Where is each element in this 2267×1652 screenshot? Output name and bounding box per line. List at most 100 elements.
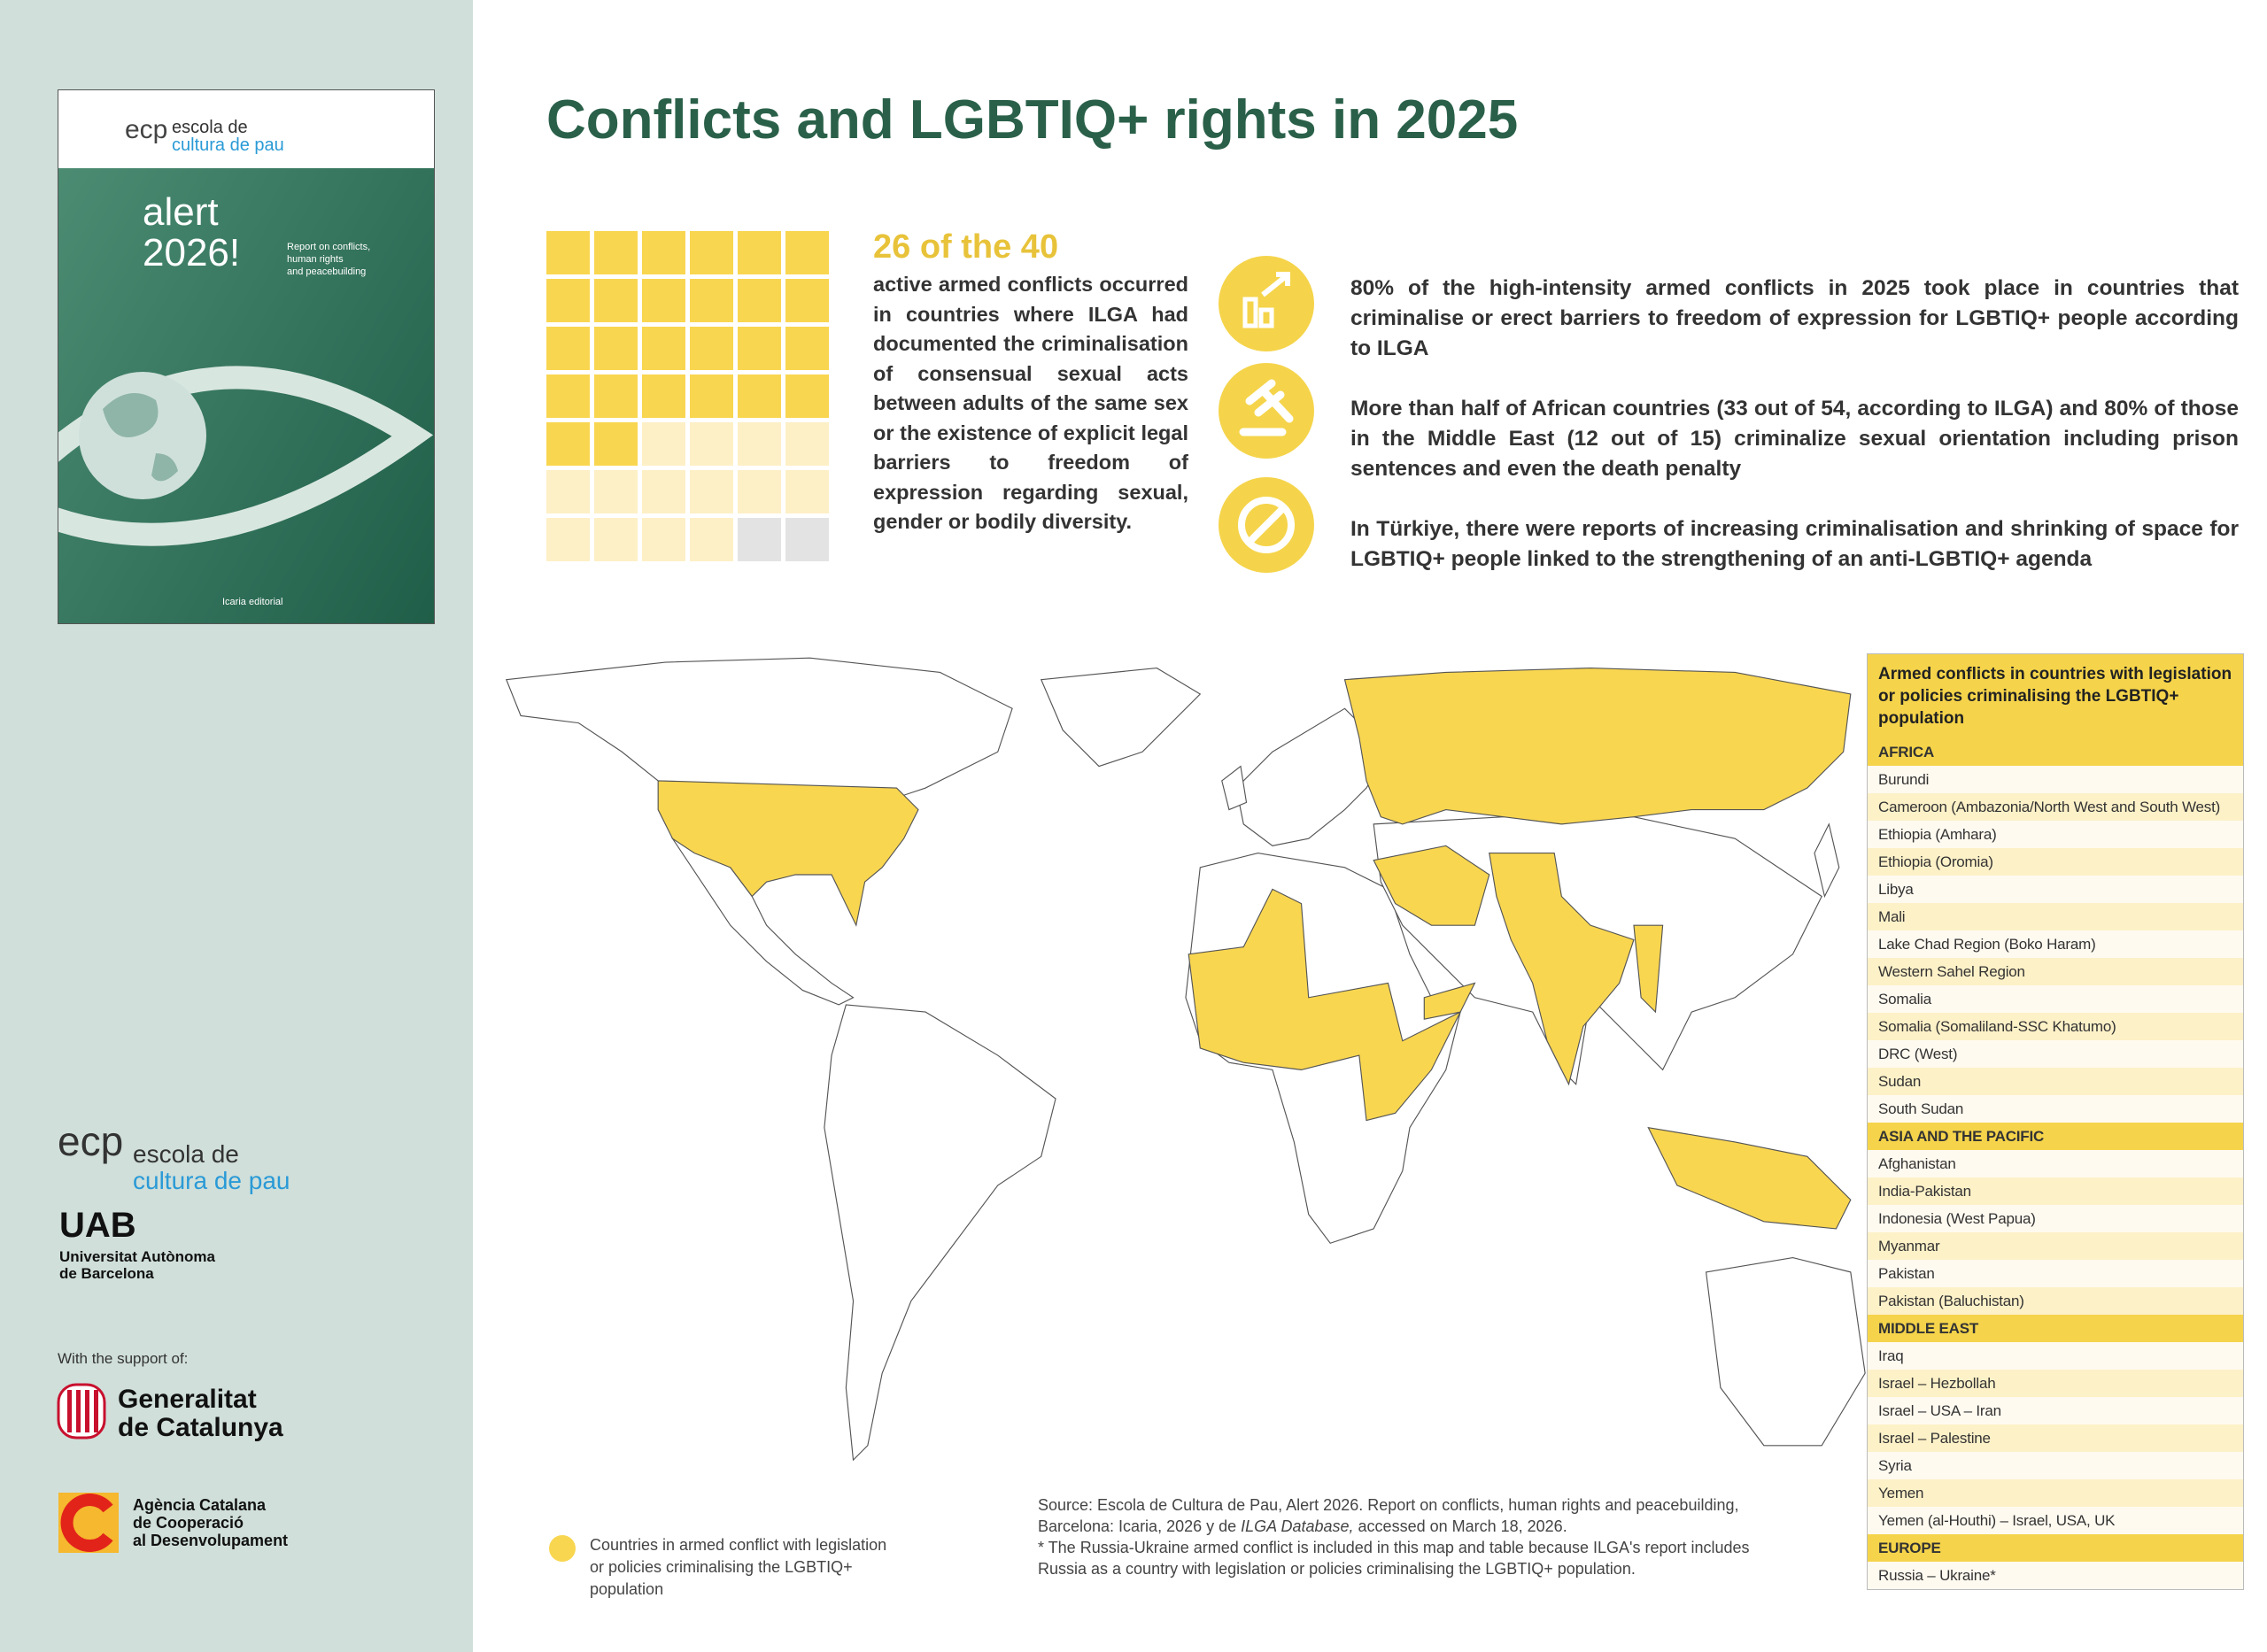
accd-c (60, 1494, 113, 1552)
sidebar: ecp escola de cultura de pau alert 2026!… (0, 0, 473, 1652)
table-row: Cameroon (Ambazonia/North West and South… (1868, 793, 2243, 821)
table-row: Ethiopia (Oromia) (1868, 848, 2243, 876)
world-map (505, 657, 1866, 1462)
waffle-cell (594, 518, 638, 561)
waffle-cell (738, 470, 781, 513)
table-row: Russia – Ukraine* (1868, 1562, 2243, 1589)
waffle-chart (546, 231, 829, 561)
table-row: Iraq (1868, 1342, 2243, 1370)
waffle-cell-filled (690, 327, 733, 370)
uab-line: Universitat Autònoma (59, 1248, 216, 1265)
legend-symbol (549, 1535, 576, 1562)
waffle-cell-filled (785, 327, 829, 370)
globe (79, 372, 206, 499)
accd-line: de Cooperació (133, 1514, 244, 1532)
table-row: Somalia (Somaliland-SSC Khatumo) (1868, 1013, 2243, 1040)
source-footnote: * The Russia-Ukraine armed conflict is i… (1038, 1539, 1750, 1578)
table-row: Burundi (1868, 766, 2243, 793)
waffle-cell-filled (738, 279, 781, 322)
emblem-bar (76, 1390, 81, 1432)
country (824, 1004, 1056, 1462)
table-row: Yemen (1868, 1479, 2243, 1507)
waffle-cell-filled (546, 231, 590, 274)
table-row: India-Pakistan (1868, 1177, 2243, 1205)
waffle-cell (546, 518, 590, 561)
source-text: accessed on March 18, 2026. (1353, 1517, 1567, 1535)
emblem-bar (94, 1390, 98, 1432)
waffle-headline: 26 of the 40 (873, 228, 1059, 266)
country-highlight (1633, 924, 1664, 1014)
country (1814, 822, 1840, 899)
country (1040, 668, 1202, 768)
legend-text: Countries in armed conflict with legisla… (590, 1536, 887, 1598)
waffle-cell (546, 470, 590, 513)
generalitat-line: de Catalunya (118, 1413, 283, 1442)
waffle-cell-filled (594, 279, 638, 322)
waffle-cell-filled (785, 231, 829, 274)
fact: In Türkiye, there were reports of increa… (1350, 517, 2239, 571)
icon-ban-ring (1238, 497, 1295, 553)
cover-brand: cultura de pau (172, 135, 284, 155)
cover-subtitle: Report on conflicts, human rights and pe… (287, 241, 370, 278)
waffle-cell-filled (594, 374, 638, 418)
highlighted-countries (657, 668, 1852, 1230)
waffle-cell-empty (738, 518, 781, 561)
table-section: EUROPE (1868, 1534, 2243, 1562)
waffle-cell (785, 422, 829, 466)
waffle-cell (690, 518, 733, 561)
table-row: Israel – Palestine (1868, 1424, 2243, 1452)
source-text: Source: Escola de Cultura de Pau, Alert … (1038, 1496, 1739, 1535)
accd-logo (58, 1493, 119, 1553)
waffle-cell-filled (785, 279, 829, 322)
country (505, 657, 1013, 796)
cover-subtitle-line: Report on conflicts, (287, 242, 371, 252)
table-row: Western Sahel Region (1868, 958, 2243, 985)
waffle-cell-empty (785, 518, 829, 561)
table-section: AFRICA (1868, 738, 2243, 766)
cover-eye (58, 366, 434, 546)
waffle-cell (738, 422, 781, 466)
fact: 80% of the high-intensity armed conflict… (1350, 276, 2239, 360)
table-row: Lake Chad Region (Boko Haram) (1868, 930, 2243, 958)
report-cover: ecp escola de cultura de pau alert 2026!… (58, 89, 435, 624)
waffle-text: active armed conflicts occurred in count… (873, 273, 1188, 533)
waffle-cell-filled (546, 279, 590, 322)
waffle-cell (642, 518, 685, 561)
generalitat-line: Generalitat (118, 1385, 257, 1414)
accd-line: Agència Catalana (133, 1496, 267, 1514)
table-row: Myanmar (1868, 1232, 2243, 1260)
waffle-cell-filled (594, 422, 638, 466)
country-highlight (1647, 1126, 1852, 1230)
table-row: DRC (West) (1868, 1040, 2243, 1068)
waffle-cell (785, 470, 829, 513)
icon-bar (1242, 297, 1258, 328)
waffle-cell (642, 470, 685, 513)
icon-ban-slash (1248, 506, 1285, 544)
country-highlight (1489, 852, 1635, 1086)
accd-name: Agència Catalana de Cooperació al Desenv… (133, 1496, 288, 1549)
waffle-cell-filled (546, 374, 590, 418)
cover-subtitle-line: human rights (287, 254, 344, 265)
waffle-cell-filled (546, 422, 590, 466)
waffle-cell-filled (642, 279, 685, 322)
country (1221, 765, 1248, 811)
waffle-cell-filled (690, 374, 733, 418)
uab-logo: UAB (59, 1206, 136, 1245)
waffle-cell-filled (738, 327, 781, 370)
waffle-cell-filled (642, 231, 685, 274)
table-title: Armed conflicts in countries with legisl… (1868, 654, 2243, 738)
waffle-cell-filled (594, 231, 638, 274)
table-row: Mali (1868, 903, 2243, 930)
uab-name: Universitat Autònoma de Barcelona (59, 1248, 215, 1282)
waffle-cell-filled (738, 374, 781, 418)
table-row: Indonesia (West Papua) (1868, 1205, 2243, 1232)
cover-header: ecp escola de cultura de pau (58, 90, 434, 168)
table-row: Pakistan (Baluchistan) (1868, 1287, 2243, 1315)
icons (1219, 256, 1314, 573)
waffle-cell-filled (738, 231, 781, 274)
legend-dot (549, 1535, 576, 1562)
table-row: Libya (1868, 876, 2243, 903)
cover-title-line: 2026! (143, 231, 241, 274)
uab-line: de Barcelona (59, 1265, 154, 1282)
icon-chart (1219, 256, 1314, 351)
